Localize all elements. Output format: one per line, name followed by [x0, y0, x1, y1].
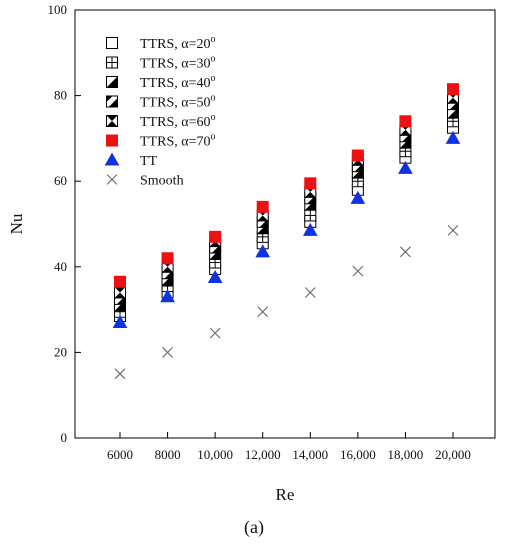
y-tick-label: 80: [54, 88, 67, 103]
legend-label-main: TTRS, α=60: [140, 115, 210, 130]
data-point: [255, 244, 271, 258]
data-point: [209, 230, 222, 243]
legend-item: TTRS, α=20o: [106, 34, 215, 52]
legend-label-main: TTRS, α=30: [140, 57, 210, 72]
x-tick-label: 10,000: [197, 447, 233, 462]
legend-item: TTRS, α=40o: [106, 73, 215, 91]
data-point: [257, 306, 269, 318]
data-point: [160, 289, 175, 303]
data-point: [304, 287, 316, 298]
x-tick-label: 12,000: [245, 447, 281, 462]
legend-label: TTRS, α=20o: [140, 34, 215, 52]
legend-label-sup: o: [210, 93, 215, 104]
legend-label: TT: [140, 154, 158, 169]
data-point: [207, 269, 223, 283]
legend-marker: [106, 134, 118, 147]
legend-item: TTRS, α=70o: [106, 132, 215, 150]
legend-marker: [106, 37, 118, 49]
legend-label-main: TTRS, α=50: [140, 96, 210, 111]
data-series: [112, 83, 461, 380]
data-point: [351, 149, 364, 162]
panel-label: (a): [244, 517, 264, 538]
legend-marker: [106, 115, 118, 127]
y-axis: 0 20 40 60 80 100: [48, 2, 81, 445]
x-axis-title: Re: [276, 485, 295, 504]
legend-marker: [106, 95, 118, 108]
y-tick-label: 20: [54, 344, 67, 359]
plot-frame: [74, 9, 496, 439]
data-point: [114, 368, 126, 380]
data-point: [209, 327, 221, 339]
legend-item: TT: [104, 152, 158, 169]
legend-label-sup: o: [210, 132, 215, 143]
data-point: [304, 177, 317, 190]
legend-marker: [106, 76, 118, 88]
x-tick-label: 20,000: [435, 447, 471, 462]
data-point: [400, 246, 411, 258]
legend-label-sup: o: [210, 73, 215, 84]
y-tick-label: 40: [54, 259, 67, 274]
legend-marker: [106, 56, 118, 69]
legend-label: TTRS, α=40o: [140, 73, 215, 91]
data-point: [398, 160, 413, 174]
legend-item: TTRS, α=30o: [106, 54, 215, 72]
legend-item: Smooth: [106, 174, 184, 189]
x-tick-label: 6000: [107, 447, 133, 462]
legend-label-main: TT: [140, 154, 158, 169]
data-point: [302, 222, 318, 236]
series-7: [114, 225, 459, 380]
legend-label: TTRS, α=70o: [140, 132, 215, 150]
data-point: [112, 314, 128, 328]
y-tick-label: 60: [54, 173, 67, 188]
legend-label-main: TTRS, α=40: [140, 76, 210, 91]
data-point: [114, 286, 126, 299]
legend-label-sup: o: [210, 54, 215, 65]
data-point: [399, 115, 412, 128]
x-tick-label: 14,000: [292, 447, 328, 462]
y-tick-label: 0: [61, 430, 68, 445]
data-point: [162, 347, 173, 358]
legend-label: TTRS, α=30o: [140, 54, 215, 72]
x-axis: 6000 8000 10,000 12,000 14,000 16,000 18,000 20…: [107, 432, 471, 462]
series-6: [112, 130, 461, 328]
y-tick-label: 100: [48, 2, 68, 17]
data-point: [350, 190, 366, 204]
data-point: [352, 265, 364, 277]
legend-item: TTRS, α=60o: [106, 112, 215, 130]
data-point: [114, 275, 126, 288]
data-point: [447, 83, 459, 96]
data-point: [445, 130, 461, 144]
legend-label: TTRS, α=50o: [140, 93, 215, 111]
legend-item: TTRS, α=50o: [106, 93, 215, 111]
data-point: [447, 225, 459, 236]
legend-label-main: Smooth: [140, 174, 184, 189]
y-axis-title: Nu: [7, 213, 26, 234]
legend-label: TTRS, α=60o: [140, 112, 215, 130]
legend-label-sup: o: [210, 112, 215, 123]
legend-label-main: TTRS, α=70: [140, 135, 210, 150]
legend-label-main: TTRS, α=20: [140, 37, 210, 52]
x-tick-label: 8000: [155, 447, 181, 462]
legend-label: Smooth: [140, 174, 184, 189]
legend-marker: [104, 152, 120, 166]
x-tick-label: 16,000: [340, 447, 376, 462]
legend-marker: [106, 174, 118, 185]
data-point: [304, 209, 317, 222]
series-5: [114, 83, 459, 288]
x-tick-label: 18,000: [388, 447, 424, 462]
legend-label-sup: o: [210, 34, 215, 45]
data-point: [256, 200, 269, 213]
data-point: [161, 252, 174, 265]
